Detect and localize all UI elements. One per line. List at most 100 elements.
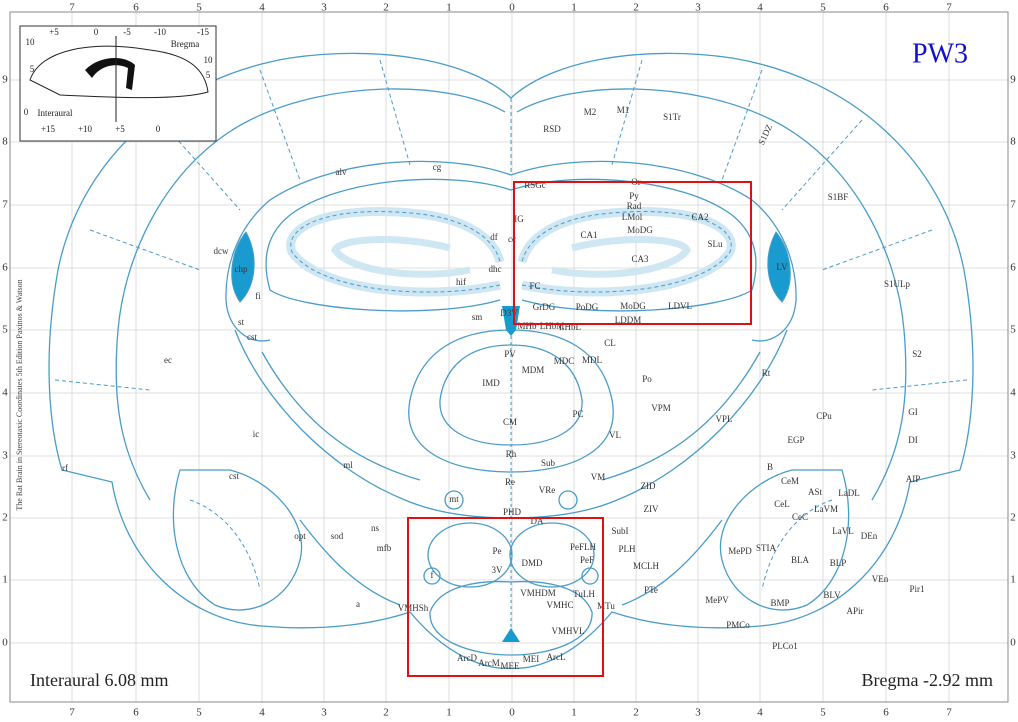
- scale-label: 1: [446, 707, 452, 719]
- region-label: VL: [609, 430, 621, 440]
- scale-label: 5: [820, 707, 826, 719]
- region-label: DA: [531, 516, 544, 526]
- region-label: LDVL: [668, 301, 692, 311]
- region-label: Re: [505, 477, 515, 487]
- region-label: S1ULp: [884, 279, 911, 289]
- region-label: ec: [164, 355, 172, 365]
- region-label: S1Tr: [663, 112, 681, 122]
- region-label: S1BF: [828, 192, 849, 202]
- region-label: ml: [343, 460, 353, 470]
- scale-label: 5: [820, 2, 826, 14]
- region-label: Py: [629, 191, 639, 201]
- region-label: cg: [433, 162, 442, 172]
- region-label: MEE: [501, 661, 521, 671]
- region-label: df: [490, 232, 498, 242]
- region-label: ns: [371, 523, 380, 533]
- region-label: MoDG: [620, 301, 646, 311]
- region-label: LMol: [622, 212, 643, 222]
- region-label: STIA: [756, 543, 777, 553]
- inset-structure: [85, 58, 135, 90]
- region-label: LHbL: [559, 322, 581, 332]
- panel-title: PW3: [912, 38, 968, 69]
- region-label: DEn: [861, 531, 878, 541]
- inset-label: 10: [26, 37, 36, 47]
- region-label: fi: [255, 291, 261, 301]
- region-label: GI: [908, 407, 918, 417]
- region-label: mt: [449, 494, 459, 504]
- region-label: sod: [331, 531, 344, 541]
- region-label: DI: [908, 435, 918, 445]
- scale-label: 7: [2, 199, 8, 211]
- scale-label: 5: [1010, 324, 1016, 336]
- inset: +5 0 -5 -10 -15 Bregma 10 5 10 5 0 Interaural +15 +10…: [19, 25, 217, 142]
- region-label: PoDG: [576, 302, 599, 312]
- region-label: ZID: [641, 481, 656, 491]
- region-label: Rad: [627, 201, 642, 211]
- region-label: LHbM: [540, 321, 565, 331]
- region-label: SLu: [707, 239, 723, 249]
- region-label: CA3: [631, 254, 649, 264]
- region-label: IG: [514, 214, 524, 224]
- scale-label: 2: [383, 2, 389, 14]
- highlight-box: [407, 517, 604, 677]
- inset-label: 0: [94, 27, 99, 37]
- region-label: CA1: [580, 230, 597, 240]
- scale-label: 2: [633, 2, 639, 14]
- region-label: Rt: [762, 368, 771, 378]
- region-label: sm: [472, 312, 483, 322]
- scale-label: 4: [757, 707, 763, 719]
- scale-label: 6: [1010, 262, 1016, 274]
- region-label: ArcD: [457, 653, 477, 663]
- interaural-label: Interaural 6.08 mm: [30, 670, 168, 690]
- region-label: AIP: [906, 474, 921, 484]
- region-label: BLP: [830, 558, 847, 568]
- scale-label: 3: [321, 707, 327, 719]
- region-label: Sub: [541, 458, 556, 468]
- scale-label: 1: [446, 2, 452, 14]
- region-label: hif: [456, 277, 466, 287]
- bregma-label: Bregma -2.92 mm: [862, 670, 993, 690]
- region-label: VRe: [539, 485, 556, 495]
- region-label: RSGc: [524, 180, 546, 190]
- region-label: chp: [235, 264, 248, 274]
- region-label: Pir1: [909, 584, 924, 594]
- region-label: MePD: [728, 546, 752, 556]
- inset-label: -10: [154, 27, 166, 37]
- region-label: RSD: [543, 124, 561, 134]
- region-label: PLH: [618, 544, 636, 554]
- region-label: EGP: [787, 435, 804, 445]
- region-label: CeC: [792, 512, 808, 522]
- region-label: LV: [776, 262, 788, 272]
- region-label: f: [431, 570, 434, 580]
- region-label: CPu: [816, 411, 832, 421]
- region-label: DMD: [521, 558, 543, 568]
- scale-label: 1: [571, 2, 577, 14]
- scale-label: 0: [509, 707, 515, 719]
- scale-label: 7: [69, 707, 75, 719]
- brain-left-half: [48, 52, 513, 669]
- scale-label: 7: [69, 2, 75, 14]
- region-label: MDL: [582, 355, 602, 365]
- scale-label: 0: [509, 2, 515, 14]
- region-label: S2: [912, 349, 922, 359]
- inset-label: 0: [156, 124, 161, 134]
- region-label: ic: [253, 429, 260, 439]
- scale-label: 9: [1010, 74, 1016, 86]
- region-label: CeM: [781, 476, 799, 486]
- region-label: M2: [584, 107, 597, 117]
- scale-label: 8: [2, 136, 8, 148]
- region-label: MDC: [554, 356, 575, 366]
- region-label: Rh: [506, 449, 517, 459]
- region-labels: M2 M1RSDS1TrS1DZS1BFS1ULpS2GIDIAIPLaDLASt…: [62, 105, 925, 671]
- region-label: APir: [846, 606, 863, 616]
- scale-label: 0: [2, 637, 8, 649]
- third-ventricle-ventral: [502, 628, 520, 642]
- region-label: dhc: [489, 264, 502, 274]
- scale-label: 3: [2, 450, 8, 462]
- scale-label: 7: [946, 2, 952, 14]
- inset-label: +5: [49, 27, 59, 37]
- region-label: LaVL: [832, 526, 854, 536]
- region-label: PTe: [644, 585, 658, 595]
- scale-label: 5: [2, 324, 8, 336]
- highlight-box: [513, 181, 752, 325]
